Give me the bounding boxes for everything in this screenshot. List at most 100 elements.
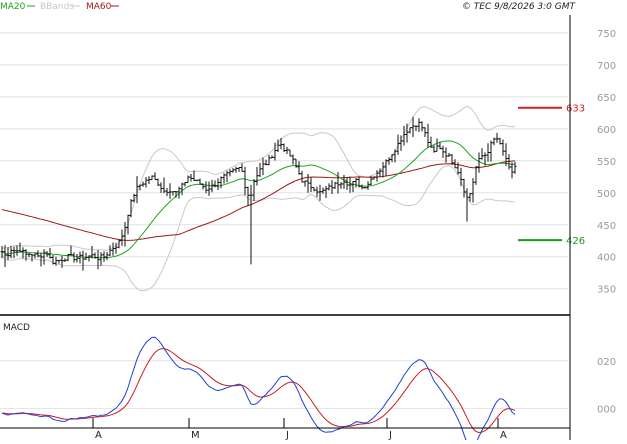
price-bar: [45, 251, 49, 257]
price-bar: [261, 157, 265, 176]
price-bar: [81, 250, 85, 271]
legend-label-bbands: BBands: [40, 2, 74, 12]
price-bar: [432, 145, 436, 153]
macd-panel: 020 000 MACD: [0, 323, 616, 444]
price-bar: [468, 192, 472, 202]
price-bar: [234, 166, 238, 173]
price-bar: [363, 186, 367, 189]
price-bar: [429, 136, 433, 148]
price-bar: [411, 116, 415, 138]
price-bar: [273, 142, 277, 161]
price-bar: [402, 125, 406, 146]
price-bar: [198, 178, 202, 185]
x-tick-label: J: [388, 430, 392, 440]
price-bar: [474, 165, 478, 185]
price-bar: [183, 181, 187, 187]
price-bar: [54, 256, 58, 266]
price-bar: [390, 154, 394, 163]
price-bar: [201, 183, 205, 190]
price-bar: [306, 174, 310, 193]
price-bar: [0, 245, 4, 259]
price-bar: [357, 176, 361, 188]
price-bar: [60, 255, 64, 268]
price-bar: [504, 143, 508, 166]
price-bar: [309, 177, 313, 192]
price-bar: [36, 250, 40, 258]
price-bar: [276, 139, 280, 152]
price-bar: [63, 258, 67, 262]
price-bar: [84, 252, 88, 260]
price-bar: [102, 251, 106, 262]
price-bar: [447, 152, 451, 157]
price-bar: [288, 149, 292, 157]
price-bar: [327, 183, 331, 191]
price-bar: [324, 185, 328, 199]
price-bar: [291, 154, 295, 165]
price-bar: [465, 188, 469, 222]
price-bar: [213, 180, 217, 188]
timestamp: © TEC 9/8/2026 3:0 GMT: [462, 2, 577, 12]
price-bar: [66, 253, 70, 262]
price-y-tick-label: 600: [597, 125, 616, 136]
price-bar: [57, 259, 61, 264]
price-bar: [462, 178, 466, 198]
price-bar: [225, 170, 229, 183]
price-bar: [354, 178, 358, 188]
price-bar: [471, 178, 475, 203]
price-bar: [297, 161, 301, 175]
price-bar: [114, 242, 118, 254]
price-bar: [258, 163, 262, 177]
price-bar: [456, 162, 460, 175]
price-y-tick-label: 500: [597, 189, 616, 200]
price-bar: [330, 179, 334, 195]
price-bar: [6, 247, 10, 260]
price-bar: [450, 154, 454, 165]
price-bar: [507, 154, 511, 170]
price-bar: [426, 123, 430, 148]
price-bar: [372, 176, 376, 180]
price-y-tick-label: 700: [597, 61, 616, 72]
price-bar: [12, 246, 16, 259]
price-bar: [30, 253, 34, 262]
legend-label-ma60: MA60: [86, 2, 112, 12]
price-bar: [150, 175, 154, 181]
price-bar: [219, 176, 223, 189]
macd-y-axis: 020 000: [597, 357, 616, 416]
price-bar: [111, 242, 115, 256]
price-bar: [366, 181, 370, 190]
price-bar: [207, 181, 211, 196]
x-tick-label: A: [95, 430, 102, 440]
price-bar: [78, 251, 82, 264]
price-bar: [384, 159, 388, 176]
price-bar: [96, 250, 100, 270]
price-bar: [186, 175, 190, 183]
price-y-tick-label: 750: [597, 29, 616, 40]
price-bar: [117, 239, 121, 249]
price-bar: [231, 168, 235, 173]
price-bar: [369, 175, 373, 186]
price-bar: [414, 125, 418, 132]
price-bar: [453, 159, 457, 169]
price-bar: [399, 135, 403, 151]
price-bar: [72, 252, 76, 263]
price-bar: [216, 178, 220, 191]
price-bar: [228, 169, 232, 177]
price-bar: [417, 118, 421, 133]
price-bar: [15, 245, 19, 256]
price-bar: [3, 245, 7, 268]
price-bar: [39, 252, 43, 267]
price-bar: [90, 245, 94, 259]
price-bar: [249, 184, 253, 265]
price-bar: [132, 193, 136, 203]
price-bar: [159, 182, 163, 193]
price-bars: [0, 116, 517, 271]
price-bar: [435, 138, 439, 152]
price-bar: [153, 172, 157, 181]
price-bar: [24, 249, 28, 261]
bbands-lower-line: [1, 164, 516, 292]
price-bar: [285, 146, 289, 154]
price-bar: [9, 245, 13, 259]
price-bar: [270, 155, 274, 159]
price-bar: [48, 247, 52, 259]
